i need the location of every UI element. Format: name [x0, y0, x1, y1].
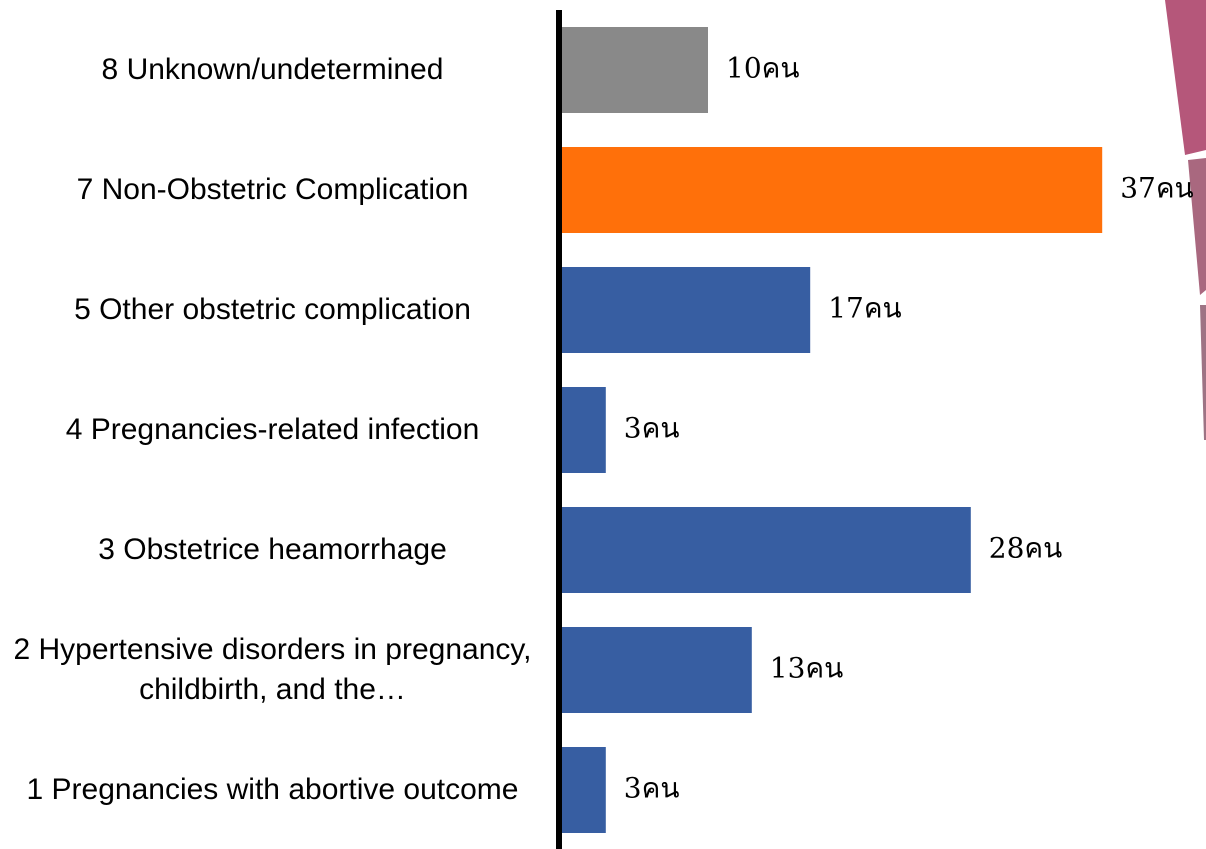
category-label: 3 Obstetrice heamorrhage: [98, 533, 447, 566]
value-label: 10คน: [726, 52, 800, 85]
value-label: 3คน: [624, 772, 680, 805]
value-label: 3คน: [624, 412, 680, 445]
bar: [562, 387, 606, 473]
bar: [562, 507, 971, 593]
value-label: 37คน: [1120, 172, 1194, 205]
category-label: 1 Pregnancies with abortive outcome: [26, 773, 519, 806]
decoration: [1188, 158, 1206, 295]
category-label: 7 Non-Obstetric Complication: [76, 173, 469, 206]
axis-line: [556, 10, 562, 849]
category-label: 2 Hypertensive disorders in pregnancy, c…: [13, 633, 532, 706]
bar: [562, 627, 752, 713]
category-label: 8 Unknown/undetermined: [101, 53, 444, 86]
value-label: 13คน: [770, 652, 844, 685]
bar: [562, 147, 1103, 233]
decoration: [1165, 0, 1206, 155]
value-label: 17คน: [828, 292, 902, 325]
value-label: 28คน: [989, 532, 1063, 565]
bar: [562, 267, 811, 353]
bar: [562, 27, 708, 113]
decoration: [1200, 305, 1206, 440]
category-label: 5 Other obstetric complication: [74, 293, 471, 326]
category-label: 4 Pregnancies-related infection: [65, 413, 480, 446]
bar: [562, 747, 606, 833]
